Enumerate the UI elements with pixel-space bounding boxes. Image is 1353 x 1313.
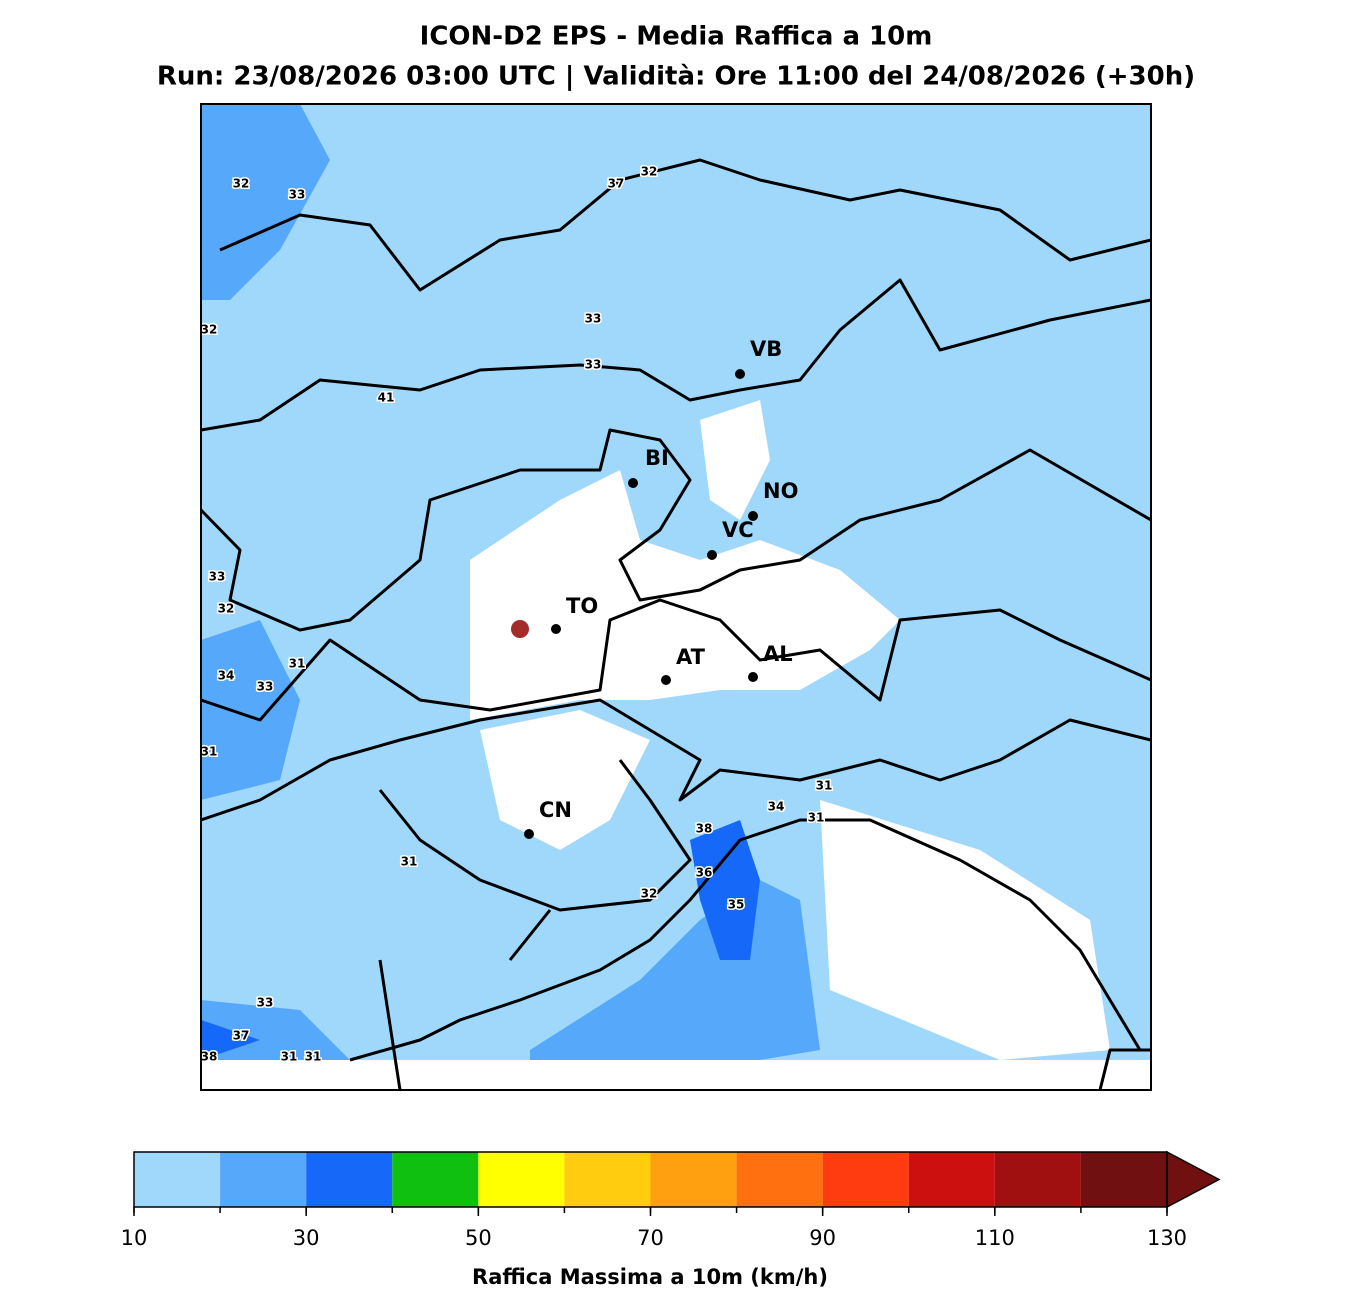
contour-label: 38	[696, 822, 713, 836]
colorbar-tick-label: 70	[637, 1226, 664, 1250]
contour-label: 37	[608, 177, 625, 191]
field-patch	[201, 104, 330, 300]
contour-label: 32	[641, 165, 658, 179]
city-label: CN	[539, 798, 572, 822]
city-dot	[551, 624, 561, 634]
colorbar: 10 30 50 70 90 110 130	[121, 1150, 1221, 1250]
contour-label: 32	[641, 887, 658, 901]
calm-area	[470, 470, 900, 720]
border	[201, 598, 1151, 722]
city-dot	[628, 478, 638, 488]
contour-labels: 32 33 37 32 32 33 33 41 33 32 31 34 33 31 31 34 31 38 36 35…	[201, 163, 834, 1065]
contour-label: 31	[281, 1050, 298, 1064]
city-dot	[524, 829, 534, 839]
city-label: NO	[763, 479, 798, 503]
colorbar-segment	[1080, 1152, 1167, 1207]
colorbar-segment	[220, 1152, 307, 1207]
contour-label: 33	[209, 570, 226, 584]
city-label: TO	[566, 594, 598, 618]
cities: VB BI NO VC TO AT AL CN	[524, 337, 798, 839]
city-label: BI	[645, 446, 669, 470]
field-patch	[201, 1020, 260, 1060]
contour-label: 31	[808, 811, 825, 825]
city-dot	[707, 550, 717, 560]
border	[219, 158, 1151, 292]
contour-label: 33	[585, 358, 602, 372]
colorbar-segment	[822, 1152, 909, 1207]
contour-label: 32	[233, 177, 250, 191]
calm-area	[480, 710, 650, 850]
field-patch	[201, 620, 300, 800]
colorbar-segment	[994, 1152, 1081, 1207]
colorbar-segment	[908, 1152, 995, 1207]
city-label: AT	[676, 645, 706, 669]
map-frame	[200, 103, 1152, 1091]
colorbar-segment	[564, 1152, 651, 1207]
colorbar-tick-label: 10	[121, 1226, 148, 1250]
border	[201, 698, 1151, 822]
colorbar-segment	[650, 1152, 737, 1207]
city-dot	[735, 369, 745, 379]
colorbar-segment	[392, 1152, 479, 1207]
contour-label: 31	[289, 657, 306, 671]
city-dot	[748, 672, 758, 682]
contour-label: 35	[728, 898, 745, 912]
colorbar-segment	[736, 1152, 823, 1207]
contour-label: 33	[257, 996, 274, 1010]
contour-label: 33	[585, 312, 602, 326]
coastline	[349, 818, 1142, 1062]
city-label: VC	[722, 518, 754, 542]
colorbar-segment	[134, 1152, 221, 1207]
subtitle: Run: 23/08/2026 03:00 UTC | Validità: Or…	[157, 62, 1195, 92]
title: ICON-D2 EPS - Media Raffica a 10m	[420, 22, 933, 52]
colorbar-extend	[1166, 1150, 1221, 1209]
border	[378, 759, 692, 912]
colorbar-label: Raffica Massima a 10m (km/h)	[472, 1265, 828, 1289]
colorbar-segment	[306, 1152, 393, 1207]
field-patch	[690, 820, 760, 960]
contour-label: 33	[289, 188, 306, 202]
city-dot	[661, 675, 671, 685]
calm-area	[201, 1060, 1151, 1090]
contour-label: 31	[305, 1050, 322, 1064]
contour-label: 34	[218, 669, 235, 683]
border	[201, 278, 1151, 432]
colorbar-tick-label: 30	[293, 1226, 320, 1250]
contour-label: 32	[218, 602, 235, 616]
colorbar-tick-label: 130	[1147, 1226, 1187, 1250]
contour-label: 34	[768, 800, 785, 814]
contour-label: 36	[696, 866, 713, 880]
colorbar-segment	[478, 1152, 565, 1207]
contour-label: 31	[201, 745, 218, 759]
calm-area	[820, 800, 1110, 1060]
city-label: AL	[763, 642, 793, 666]
location-marker	[511, 620, 529, 638]
border	[378, 909, 1151, 1090]
city-dot	[748, 511, 758, 521]
contour-label: 31	[401, 855, 418, 869]
contour-label: 37	[233, 1029, 250, 1043]
colorbar-tick-label: 90	[809, 1226, 836, 1250]
contour-label: 38	[201, 1050, 218, 1064]
contour-label: 41	[378, 391, 395, 405]
contour-label: 31	[816, 779, 833, 793]
contour-label: 33	[257, 680, 274, 694]
contour-label: 32	[201, 323, 218, 337]
field-patch	[201, 1000, 350, 1070]
colorbar-tick-label: 110	[975, 1226, 1015, 1250]
colorbar-tick-label: 50	[465, 1226, 492, 1250]
city-label: VB	[750, 337, 782, 361]
calm-area	[700, 400, 770, 520]
border	[201, 428, 1151, 632]
